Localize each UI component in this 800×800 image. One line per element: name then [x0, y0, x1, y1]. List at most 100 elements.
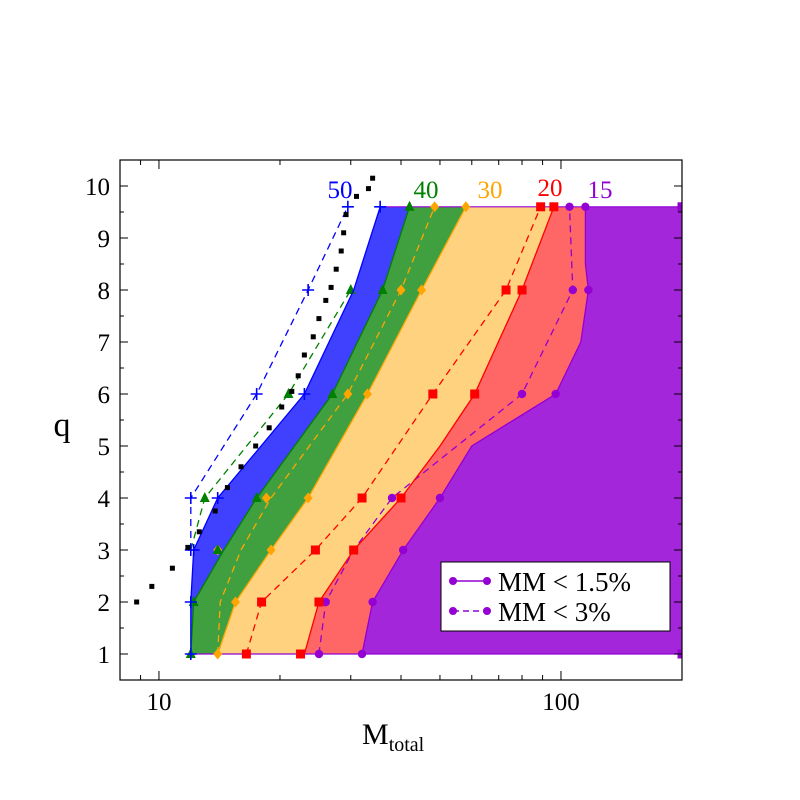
- solid-line-15: [361, 206, 590, 655]
- region-15: [362, 206, 682, 655]
- marker-solid-30: [230, 596, 240, 608]
- y-tick-label: 5: [98, 434, 111, 461]
- boundary-dot: [169, 565, 175, 571]
- legend: MM < 1.5% MM < 3%: [440, 561, 671, 632]
- boundary-dot: [310, 334, 316, 340]
- filled-regions: [190, 206, 682, 655]
- marker-dashed-40: [199, 492, 210, 502]
- marker-solid-20: [517, 285, 527, 295]
- marker-dashed-20: [257, 597, 267, 607]
- dashed-line-40: [190, 289, 352, 551]
- legend-solid-marker-right: [483, 577, 491, 585]
- marker-dashed-50: [184, 544, 197, 556]
- marker-dashed-50: [184, 492, 197, 504]
- marker-dashed-50: [341, 200, 354, 213]
- solid-line-20: [303, 206, 555, 655]
- marker-solid-50: [374, 200, 387, 213]
- marker-solid-30: [213, 648, 223, 660]
- axis-ticks: 1 2 3 4 5 6 7 8 9 10 10 100: [85, 160, 683, 716]
- marker-solid-15: [368, 597, 377, 607]
- boundary-dot: [328, 284, 334, 290]
- marker-dashed-30: [430, 201, 440, 213]
- x-tick-label: 100: [542, 689, 580, 716]
- y-tick-label: 7: [98, 330, 111, 357]
- y-tick-label: 6: [98, 382, 111, 409]
- marker-dashed-50: [250, 388, 263, 400]
- boundary-dot: [343, 212, 349, 218]
- region-50: [190, 206, 410, 655]
- series-50: [184, 200, 387, 660]
- marker-solid-20: [470, 389, 480, 399]
- legend-dashed-label: MM < 3%: [498, 597, 611, 627]
- boundary-dot: [370, 175, 376, 181]
- marker-solid-30: [303, 492, 313, 504]
- marker-dashed-30: [396, 284, 406, 296]
- marker-dashed-20: [310, 545, 320, 555]
- legend-solid-marker-left: [449, 577, 457, 585]
- series-label-30: 30: [478, 177, 503, 204]
- marker-dashed-15: [321, 597, 330, 607]
- x-axis-label-subscript: total: [389, 734, 425, 756]
- marker-solid-30: [417, 284, 427, 296]
- marker-solid-20: [296, 649, 306, 659]
- y-tick-label: 2: [98, 590, 111, 617]
- boundary-dot: [212, 508, 218, 514]
- series-30: [213, 201, 471, 660]
- boundary-dot: [149, 583, 155, 589]
- boundary-dot: [295, 373, 301, 379]
- marker-dashed-15: [387, 493, 397, 503]
- boundary-dot: [238, 464, 244, 470]
- marker-solid-50: [184, 648, 197, 660]
- marker-solid-20: [349, 545, 359, 555]
- marker-solid-15: [584, 285, 593, 295]
- boundary-dot: [266, 425, 272, 431]
- boundary-dot: [134, 599, 140, 605]
- marker-solid-15: [357, 649, 367, 659]
- marker-solid-40: [327, 388, 338, 398]
- boundary-dot: [253, 443, 259, 449]
- x-tick-label: 10: [146, 689, 171, 716]
- y-tick-label: 1: [98, 642, 111, 669]
- marker-solid-30: [362, 388, 372, 400]
- boundary-dot: [353, 193, 359, 199]
- marker-solid-15: [581, 202, 590, 211]
- legend-dashed-marker-right: [483, 607, 491, 615]
- boundary-dot: [341, 230, 347, 236]
- marker-solid-50: [211, 492, 224, 504]
- marker-solid-20: [314, 597, 324, 607]
- marker-dashed-40: [283, 388, 294, 398]
- boundary-dot: [289, 388, 295, 394]
- marker-solid-40: [212, 544, 223, 554]
- marker-solid-50: [184, 596, 197, 608]
- boundary-dot: [196, 529, 202, 535]
- series-label-40: 40: [414, 177, 439, 204]
- boundary-dot: [323, 297, 329, 303]
- y-tick-label: 10: [85, 174, 110, 201]
- legend-dashed-marker-left: [449, 607, 457, 615]
- marker-dashed-20: [536, 202, 546, 212]
- marker-solid-40: [377, 284, 388, 294]
- marker-dashed-15: [314, 649, 324, 659]
- marker-solid-15: [398, 545, 408, 555]
- marker-dashed-20: [241, 649, 251, 659]
- marker-dashed-30: [261, 492, 271, 504]
- boundary-dot: [365, 186, 371, 192]
- marker-dashed-50: [302, 284, 315, 296]
- series-20: [241, 202, 559, 659]
- marker-dashed-20: [428, 389, 438, 399]
- y-axis-label: q: [54, 407, 71, 444]
- boundary-dot: [316, 316, 322, 322]
- boundary-dot: [333, 266, 339, 272]
- marker-solid-30: [461, 201, 471, 213]
- marker-dashed-15: [565, 202, 574, 211]
- marker-dashed-20: [357, 493, 367, 503]
- boundary-dot: [301, 352, 307, 358]
- marker-dashed-15: [517, 389, 527, 399]
- boundary-dots: [120, 175, 376, 621]
- marker-solid-20: [396, 493, 406, 503]
- x-axis-label: Mtotal: [362, 718, 425, 756]
- marker-solid-40: [404, 200, 415, 211]
- series-label-20: 20: [538, 175, 563, 202]
- series-label-15: 15: [588, 177, 613, 204]
